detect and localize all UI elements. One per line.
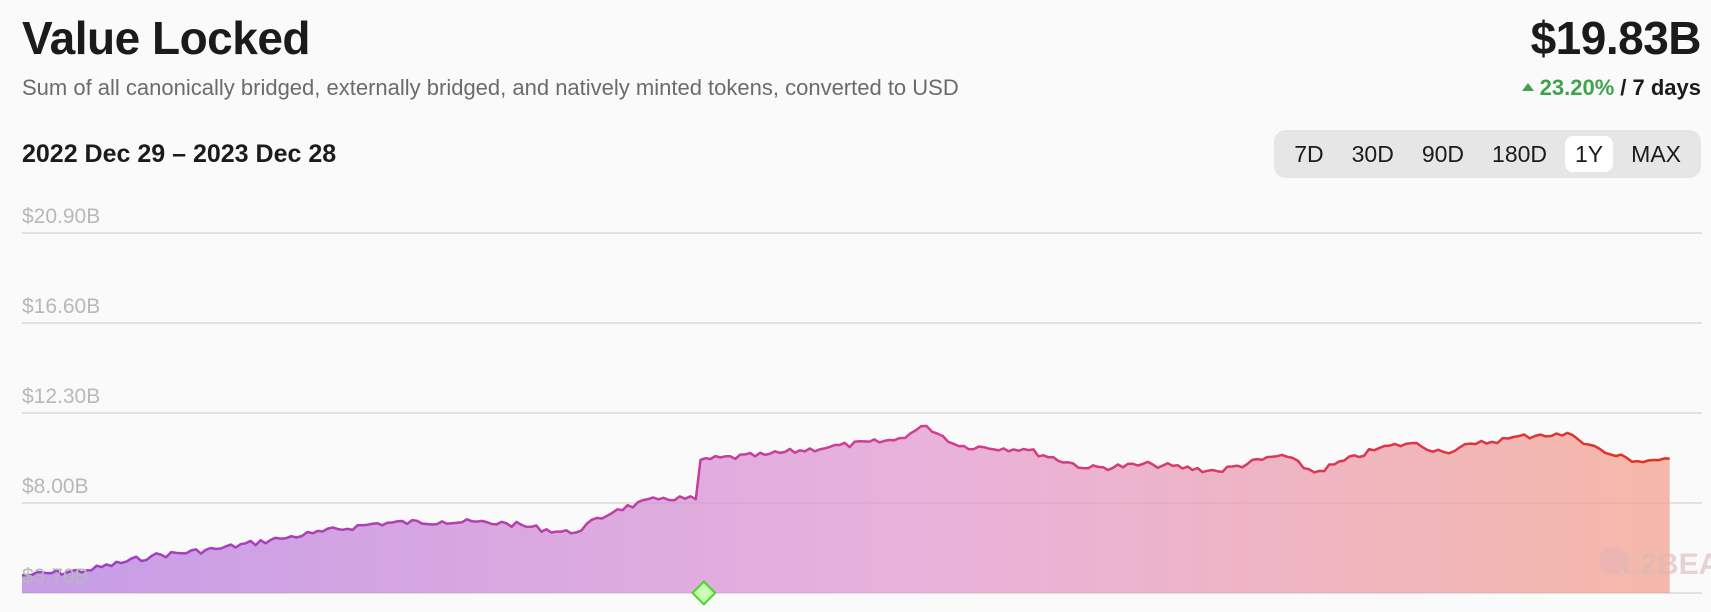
- event-marker[interactable]: [691, 580, 717, 606]
- y-tick-label: $20.90B: [22, 205, 100, 228]
- heart-icon: [1599, 547, 1627, 575]
- date-range: 2022 Dec 29 – 2023 Dec 28: [22, 140, 337, 168]
- change-summary: 23.20% / 7 days: [1521, 74, 1701, 102]
- l2beat-watermark: L2BEAT: [1599, 547, 1711, 581]
- total-value: $19.83B: [1530, 12, 1702, 64]
- page-title: Value Locked: [22, 12, 311, 64]
- range-button-180d[interactable]: 180D: [1492, 141, 1548, 167]
- y-tick-label: $8.00B: [22, 475, 89, 498]
- y-tick-label: $3.70B: [22, 565, 89, 588]
- caret-up-icon: [1521, 82, 1534, 91]
- y-tick-label: $12.30B: [22, 385, 100, 408]
- change-period: / 7 days: [1620, 75, 1701, 100]
- tvl-line: [21, 424, 1670, 577]
- range-button-1y[interactable]: 1Y: [1565, 136, 1614, 172]
- range-button-30d[interactable]: 30D: [1351, 141, 1394, 167]
- range-button-max[interactable]: MAX: [1631, 141, 1681, 167]
- range-selector: 7D 30D 90D 180D 1Y MAX: [1274, 130, 1701, 178]
- tvl-area: [22, 426, 1670, 593]
- watermark-text: L2BEAT: [1622, 548, 1711, 581]
- change-percent: 23.20%: [1539, 75, 1615, 100]
- range-button-7d[interactable]: 7D: [1294, 141, 1324, 167]
- change-positive: 23.20%: [1521, 74, 1615, 102]
- range-button-90d[interactable]: 90D: [1421, 141, 1465, 167]
- y-tick-label: $16.60B: [22, 295, 100, 318]
- page-subtitle: Sum of all canonically bridged, external…: [22, 75, 959, 100]
